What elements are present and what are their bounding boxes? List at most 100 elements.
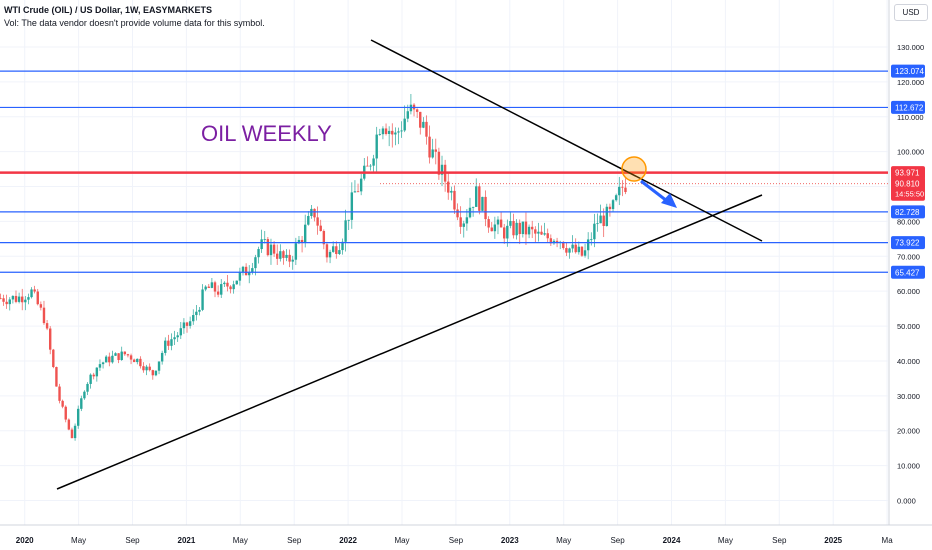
candle-body — [235, 280, 238, 285]
time-tick-label: May — [556, 536, 571, 545]
candle-body — [353, 191, 357, 193]
candle-body — [565, 248, 568, 253]
time-tick-label: Sep — [449, 536, 464, 545]
level-price-label: 73.922 — [895, 239, 920, 248]
candle-body — [527, 226, 531, 235]
candle-body — [251, 268, 254, 272]
volume-note: Vol: The data vendor doesn't provide vol… — [4, 18, 265, 28]
candle-body — [76, 408, 80, 426]
candle-body — [437, 151, 441, 175]
horizontal-levels — [0, 70, 888, 273]
candle-body — [232, 284, 235, 290]
candle-body — [493, 224, 497, 232]
falling-trendline[interactable] — [370, 39, 763, 242]
candle-body — [120, 351, 123, 360]
candle-body — [509, 221, 512, 226]
candle-body — [503, 227, 506, 239]
candle-body — [5, 301, 8, 305]
candle-body — [80, 398, 83, 409]
highlight-circle[interactable] — [621, 156, 647, 182]
candle-body — [415, 109, 419, 112]
rising-trendline[interactable] — [56, 194, 763, 490]
candle-body — [114, 353, 117, 356]
price-tick-label: 130.000 — [897, 43, 924, 52]
candle-body — [602, 215, 605, 226]
candle-body — [496, 219, 500, 225]
candle-body — [391, 130, 394, 135]
candle-body — [450, 190, 453, 193]
time-tick-label: Sep — [610, 536, 625, 545]
candle-body — [294, 243, 298, 260]
candle-body — [21, 296, 24, 303]
candle-body — [70, 429, 74, 439]
candle-body — [154, 370, 158, 376]
candle-body — [195, 311, 198, 316]
candle-body — [571, 244, 574, 249]
candle-body — [366, 165, 369, 167]
candle-body — [422, 121, 425, 128]
candle-body — [266, 239, 270, 256]
candle-body — [157, 361, 161, 371]
time-axis-bg — [0, 525, 932, 550]
time-tick-label: 2021 — [178, 536, 196, 545]
candle-body — [512, 221, 515, 236]
price-tick-label: 40.000 — [897, 357, 920, 366]
candle-body — [185, 322, 189, 326]
candle-body — [204, 286, 207, 290]
time-tick-label: 2020 — [16, 536, 34, 545]
candle-body — [238, 271, 242, 281]
time-tick-label: Sep — [287, 536, 302, 545]
candle-body — [453, 190, 456, 210]
candle-body — [198, 309, 201, 312]
candle-body — [599, 215, 602, 224]
currency-button[interactable]: USD — [894, 4, 928, 21]
candle-body — [92, 374, 95, 377]
candle-body — [27, 297, 30, 300]
candle-body — [341, 241, 344, 251]
candle-body — [580, 246, 584, 256]
candle-body — [101, 362, 105, 365]
candle-body — [331, 246, 335, 252]
countdown-label: 14:55:50 — [895, 190, 924, 199]
candle-body — [387, 130, 391, 134]
candle-body — [148, 366, 151, 371]
candle-body — [98, 364, 102, 368]
candle-body — [108, 356, 111, 363]
price-tick-label: 50.000 — [897, 322, 920, 331]
candle-body — [30, 289, 33, 298]
candle-body — [381, 128, 385, 135]
price-tick-label: 0.000 — [897, 497, 916, 506]
candle-body — [170, 339, 173, 346]
level-price-label: 123.074 — [895, 67, 924, 76]
candle-body — [456, 209, 459, 218]
candle-body — [52, 349, 55, 368]
candle-body — [33, 289, 36, 292]
candle-body — [145, 366, 148, 371]
time-tick-label: 2022 — [339, 536, 357, 545]
price-tick-label: 100.000 — [897, 148, 924, 157]
candle-body — [543, 233, 546, 235]
oil-weekly-annotation[interactable]: OIL WEEKLY — [201, 121, 332, 146]
candle-body — [313, 208, 316, 218]
chart-legend: WTI Crude (OIL) / US Dollar, 1W, EASYMAR… — [4, 4, 265, 30]
candle-body — [129, 355, 133, 360]
candle-body — [459, 217, 462, 227]
candle-body — [487, 219, 490, 228]
candle-body — [139, 358, 142, 367]
candle-body — [375, 134, 378, 159]
candle-body — [24, 299, 27, 303]
time-tick-label: Ma — [882, 536, 894, 545]
candle-body — [73, 425, 77, 439]
candle-body — [282, 251, 285, 258]
price-axis-bg — [889, 0, 932, 525]
level-price-label: 112.672 — [895, 103, 924, 112]
candle-body — [276, 253, 279, 259]
candle-body — [279, 251, 282, 259]
candle-body — [574, 244, 577, 253]
level-price-badge — [891, 100, 925, 114]
symbol-title: WTI Crude (OIL) / US Dollar, 1W, EASYMAR… — [4, 5, 213, 15]
candle-body — [164, 340, 167, 353]
price-tick-label: 120.000 — [897, 78, 924, 87]
arrow-icon[interactable] — [661, 193, 677, 208]
